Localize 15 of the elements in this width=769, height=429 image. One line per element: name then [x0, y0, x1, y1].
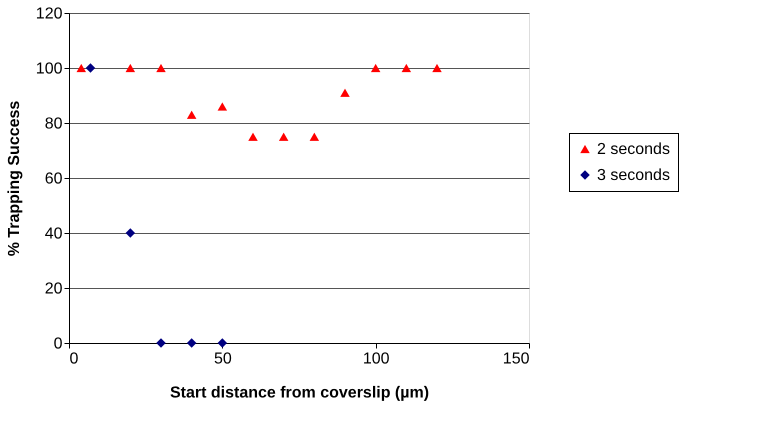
y-tick-label: 60: [44, 170, 63, 188]
y-tick-label: 0: [54, 336, 63, 352]
y-tick-label: 120: [36, 6, 63, 22]
x-axis-title: Start distance from coverslip (µm): [170, 384, 430, 402]
y-tick-label: 80: [44, 116, 63, 132]
y-axis-title: % Trapping Success: [6, 100, 23, 256]
x-tick-label: 50: [214, 350, 232, 368]
x-tick-label: 100: [362, 350, 390, 368]
legend-label: 3 seconds: [597, 167, 670, 184]
legend-label: 2 seconds: [597, 141, 670, 158]
y-tick-label: 20: [44, 280, 63, 298]
y-tick-label: 100: [36, 60, 63, 78]
y-tick-label: 40: [44, 226, 63, 242]
x-tick-label: 150: [502, 350, 530, 368]
x-tick-label: 0: [70, 350, 78, 368]
